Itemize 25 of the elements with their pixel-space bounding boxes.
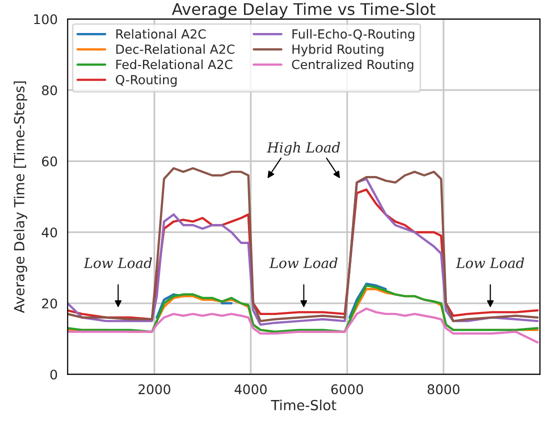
- y-axis-title: Average Delay Time [Time-Steps]: [14, 82, 28, 313]
- line-series: [68, 308, 539, 344]
- y-tick-label: 80: [42, 85, 58, 96]
- legend-label: Hybrid Routing: [292, 44, 384, 56]
- annotation: High Load: [266, 142, 340, 156]
- y-tick-label: 40: [42, 227, 58, 238]
- y-tick-label: 60: [42, 156, 58, 166]
- y-tick-label: 100: [34, 14, 58, 24]
- x-tick-label: 2000: [138, 384, 170, 394]
- y-tick-label: 0: [50, 370, 58, 380]
- legend-label: Q-Routing: [116, 74, 177, 87]
- x-axis-title: Time-Slot: [270, 400, 336, 410]
- legend-label: Centralized Routing: [292, 59, 414, 72]
- annotation: Low Load: [456, 257, 524, 268]
- x-tick-label: 8000: [428, 384, 460, 394]
- legend-label: Full-Echo-Q-Routing: [292, 29, 414, 42]
- annotation: Low Load: [84, 257, 152, 268]
- x-tick-label: 4000: [234, 384, 267, 394]
- y-tick-label: 20: [42, 298, 58, 308]
- x-tick-label: 6000: [331, 384, 364, 394]
- legend-label: Fed-Relational A2C: [116, 59, 232, 70]
- legend-label: Dec-Relational A2C: [116, 44, 234, 54]
- annotation: Low Load: [269, 257, 338, 268]
- legend-label: Relational A2C: [116, 29, 206, 39]
- chart-title: Average Delay Time vs Time-Slot: [172, 2, 436, 18]
